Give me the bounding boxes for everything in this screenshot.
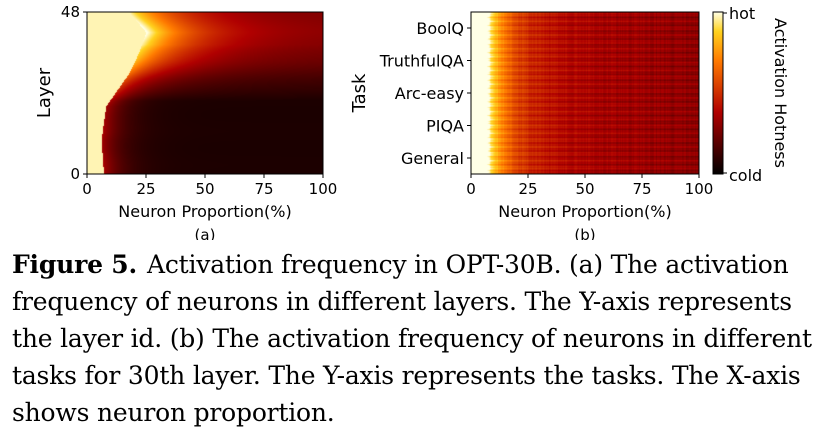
task-tick-label: TruthfulQA (379, 52, 464, 71)
panel-b: 0 25 50 75 100 BoolQ TruthfulQA Arc-easy PIQA Ge… (349, 11, 713, 240)
y-tick-label: 0 (70, 165, 80, 183)
task-tick-label: Arc-easy (395, 84, 464, 103)
panel-a-y-axis-label: Layer (34, 67, 55, 118)
x-tick-label: 100 (309, 180, 338, 198)
x-tick-label: 50 (195, 180, 214, 198)
panel-b-sublabel: (b) (574, 226, 595, 240)
x-tick-label: 25 (518, 180, 537, 198)
panel-b-x-ticks: 0 25 50 75 100 (466, 174, 713, 198)
colorbar-gradient (713, 12, 723, 174)
colorbar: hot cold Activation Hotness (712, 4, 790, 185)
task-tick-label: PIQA (426, 117, 464, 136)
x-tick-label: 0 (466, 180, 476, 198)
colorbar-title: Activation Hotness (771, 18, 790, 168)
panel-b-heatmap (471, 12, 699, 174)
panel-b-y-ticks: BoolQ TruthfulQA Arc-easy PIQA General (379, 19, 471, 168)
panel-b-x-axis-label: Neuron Proportion(%) (498, 202, 671, 221)
figure-caption-text: Activation frequency in OPT-30B. (a) The… (12, 250, 812, 427)
panel-a: 0 25 50 75 100 0 48 Neuron Proportion(%) Laye… (34, 3, 337, 240)
task-tick-label: General (401, 149, 464, 168)
task-tick-label: BoolQ (416, 19, 464, 38)
panel-a-heatmap (87, 12, 323, 174)
x-tick-label: 75 (254, 180, 273, 198)
x-tick-label: 100 (685, 180, 714, 198)
colorbar-hot-label: hot (729, 4, 755, 23)
x-tick-label: 0 (82, 180, 92, 198)
panel-a-x-axis-label: Neuron Proportion(%) (118, 202, 291, 221)
x-tick-label: 25 (136, 180, 155, 198)
x-tick-label: 75 (632, 180, 651, 198)
figure-caption: Figure 5. Activation frequency in OPT-30B… (12, 246, 822, 431)
colorbar-frame (712, 11, 724, 175)
panel-a-y-ticks: 0 48 (61, 3, 87, 183)
x-tick-label: 50 (575, 180, 594, 198)
y-tick-label: 48 (61, 3, 80, 21)
figure-canvas: 0 25 50 75 100 0 48 Neuron Proportion(%) Laye… (34, 3, 790, 240)
panel-a-x-ticks: 0 25 50 75 100 (82, 174, 337, 198)
colorbar-cold-label: cold (729, 166, 762, 185)
figure-label: Figure 5. (12, 250, 137, 279)
panel-b-y-axis-label: Task (349, 73, 370, 113)
panel-a-sublabel: (a) (195, 226, 216, 240)
